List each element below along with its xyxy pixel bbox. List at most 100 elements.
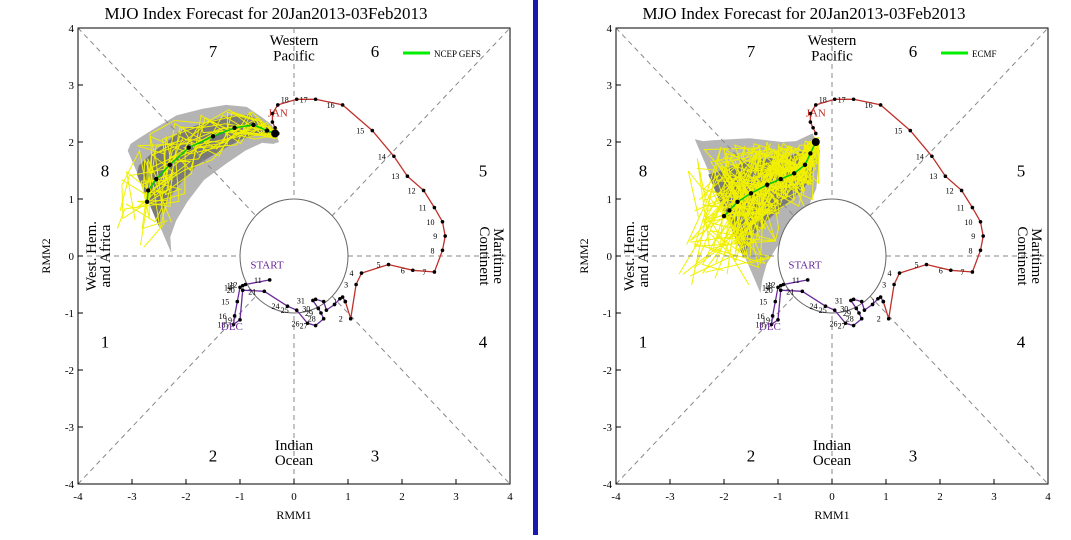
x-tick-label: -4 <box>611 491 621 503</box>
observed_dec-point <box>805 278 810 282</box>
ensemble-mean-point <box>232 125 237 130</box>
x-tick-label: 0 <box>829 491 835 503</box>
x-axis-label: RMM1 <box>814 508 849 522</box>
ensemble-mean-point <box>778 176 783 182</box>
ensemble-mean-point <box>210 134 216 139</box>
observed_jan-day-label: 16 <box>865 101 873 110</box>
x-tick-label: -1 <box>235 491 244 503</box>
observed_dec-day-label: 25 <box>819 306 827 315</box>
observed_dec-day-label: 14 <box>224 283 232 292</box>
observed_dec-day-label: 19 <box>224 316 232 325</box>
observed_jan-day-label: 5 <box>915 261 919 270</box>
y-tick-label: -3 <box>65 422 75 434</box>
observed_dec-point <box>769 322 774 327</box>
x-tick-label: -4 <box>73 491 83 503</box>
ensemble-mean-point <box>186 145 191 150</box>
observed_jan-point <box>886 316 891 321</box>
observed_dec-day-label: 20 <box>227 286 235 295</box>
observed_dec-point <box>800 289 805 294</box>
region-label-indian: Indian <box>813 438 852 454</box>
observed_dec-day-label: 13 <box>765 282 773 291</box>
phase-label: 6 <box>909 42 918 61</box>
observed_dec-day-label: 27 <box>838 322 846 331</box>
observed_dec-point <box>232 314 237 318</box>
observed_jan-point <box>892 282 896 287</box>
mjo-chart-ncep-gefs: MJO Index Forecast for 20Jan2013-03Feb20… <box>0 0 533 535</box>
observed_dec-point <box>238 285 242 290</box>
observed_dec-day-label: 29 <box>843 309 851 318</box>
observed_jan-point <box>949 268 953 273</box>
ensemble-mean-track <box>723 141 817 217</box>
observed_dec-point <box>262 289 267 294</box>
observed_jan-day-label: 11 <box>957 204 965 213</box>
observed_jan-day-label: 1 <box>871 298 875 307</box>
observed_jan-point <box>897 271 902 275</box>
observed_dec-point <box>240 283 245 288</box>
mjo-phase-diagram: MJO Index Forecast for 20Jan2013-03Feb20… <box>39 4 513 522</box>
observed_dec-point <box>311 298 315 303</box>
observed_jan-day-label: 3 <box>344 281 348 290</box>
observed_jan-point <box>943 174 948 178</box>
x-tick-label: 1 <box>345 491 351 503</box>
observed_dec-day-label: 19 <box>762 316 770 325</box>
observed_dec-day-label: 31 <box>297 296 305 305</box>
observed_dec-day-label: 27 <box>300 322 308 331</box>
ensemble-mean-point <box>802 162 808 167</box>
ensemble-mean-point <box>808 151 813 156</box>
diagonal-guide <box>615 27 1049 485</box>
observed_dec-point <box>305 321 310 326</box>
observed_jan-point <box>386 262 391 267</box>
phase-label: 2 <box>747 447 756 466</box>
observed_dec-day-label: 26 <box>830 319 838 328</box>
y-axis-label: RMM2 <box>577 238 591 273</box>
region-label-africa: and Africa <box>636 224 652 287</box>
phase-label: 4 <box>1017 333 1026 352</box>
x-tick-label: 1 <box>883 491 889 503</box>
region-label-maritime: Maritime <box>1028 228 1044 284</box>
observed_jan-point <box>340 103 345 107</box>
observed_dec-day-label: 15 <box>759 298 767 307</box>
ensemble-mean-point <box>144 199 150 205</box>
observed_jan-point <box>881 299 886 304</box>
observed_jan-day-label: 7 <box>960 268 964 277</box>
ensemble-mean-point <box>748 191 754 196</box>
observed_jan-point <box>359 271 364 275</box>
mjo-phase-diagram: MJO Index Forecast for 20Jan2013-03Feb20… <box>577 4 1051 522</box>
y-tick-label: -1 <box>65 308 74 320</box>
region-label-continent: Continent <box>476 226 492 286</box>
mjo-chart-ecmf: MJO Index Forecast for 20Jan2013-03Feb20… <box>538 0 1071 535</box>
observed_jan-day-label: 12 <box>408 186 416 195</box>
chart-title: MJO Index Forecast for 20Jan2013-03Feb20… <box>643 4 966 23</box>
ensemble-mean-point <box>146 188 151 193</box>
observed_dec-point <box>332 302 337 307</box>
phase-label: 3 <box>371 447 380 466</box>
ensemble-member-line <box>714 142 820 279</box>
y-tick-label: -4 <box>603 479 613 491</box>
observed_dec-point <box>876 296 880 301</box>
y-tick-label: 2 <box>607 137 613 149</box>
ensemble-mean-track <box>146 124 276 202</box>
ensemble-member-line <box>137 110 276 184</box>
observed_dec-day-label: 30 <box>302 304 310 313</box>
ensemble-member-line <box>141 125 273 230</box>
observed_jan-point <box>924 262 929 267</box>
chart-title: MJO Index Forecast for 20Jan2013-03Feb20… <box>105 4 428 23</box>
month-label: START <box>250 260 284 272</box>
observed_jan-point <box>270 111 275 116</box>
observed_dec-day-label: 12 <box>767 281 775 290</box>
observed_jan-point <box>270 120 275 124</box>
observed_dec-point <box>231 322 236 327</box>
observed_dec-point <box>859 316 864 321</box>
y-tick-label: -2 <box>65 365 74 377</box>
observed_jan-day-label: 10 <box>427 218 435 227</box>
month-label: START <box>788 260 822 272</box>
region-label-western: Western <box>270 33 319 49</box>
observed_dec-point <box>854 306 859 311</box>
observed_dec-day-label: 24 <box>272 302 280 311</box>
ensemble-mean-point <box>721 213 727 219</box>
observed_dec-point <box>294 308 299 312</box>
observed_jan-day-label: 10 <box>965 218 973 227</box>
observed_jan-day-label: 17 <box>838 95 846 104</box>
y-tick-label: 1 <box>607 194 613 206</box>
observed_dec-day-label: 13 <box>227 282 235 291</box>
